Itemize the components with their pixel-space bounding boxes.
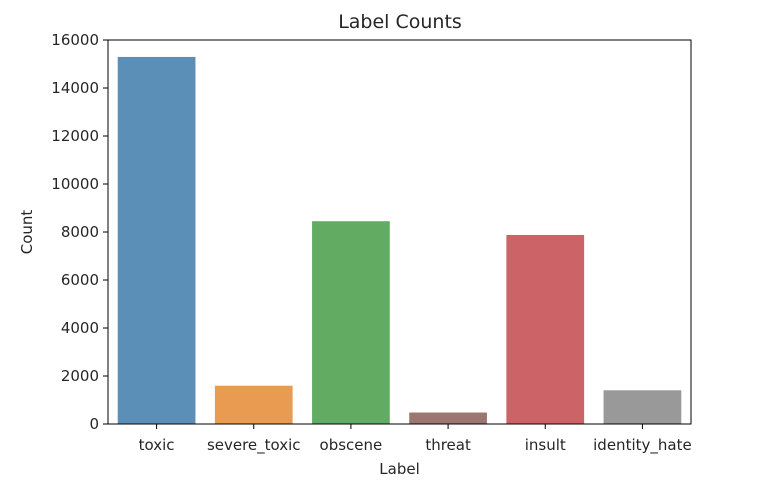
y-tick-label: 16000 (51, 31, 99, 49)
x-tick-label: severe_toxic (207, 436, 301, 455)
x-axis-ticks: toxic severe_toxic obscene threat insult iden… (139, 424, 692, 455)
bar-identity-hate (603, 390, 682, 424)
y-tick-label: 8000 (61, 223, 99, 241)
x-axis-label: Label (379, 460, 419, 478)
x-tick-label: toxic (139, 436, 175, 454)
bar-threat (409, 412, 487, 424)
x-tick-label: threat (425, 436, 471, 454)
y-tick-label: 12000 (51, 127, 99, 145)
y-axis-ticks: 0 2000 4000 6000 8000 10000 12000 14000 16000 (51, 31, 108, 433)
chart-title: Label Counts (338, 11, 462, 33)
y-tick-label: 14000 (51, 79, 99, 97)
bar-toxic (117, 56, 196, 424)
x-tick-label: identity_hate (593, 436, 692, 455)
bar-obscene (312, 221, 390, 424)
y-tick-label: 4000 (61, 319, 99, 337)
y-axis-label: Count (18, 210, 36, 255)
bar-severe-toxic (214, 385, 293, 424)
y-tick-label: 0 (89, 415, 99, 433)
x-tick-label: obscene (320, 436, 383, 454)
y-tick-label: 2000 (61, 367, 99, 385)
x-tick-label: insult (525, 436, 566, 454)
bars-group (117, 56, 682, 424)
bar-insult (506, 234, 585, 424)
y-tick-label: 6000 (61, 271, 99, 289)
y-tick-label: 10000 (51, 175, 99, 193)
plot-frame (107, 39, 692, 425)
